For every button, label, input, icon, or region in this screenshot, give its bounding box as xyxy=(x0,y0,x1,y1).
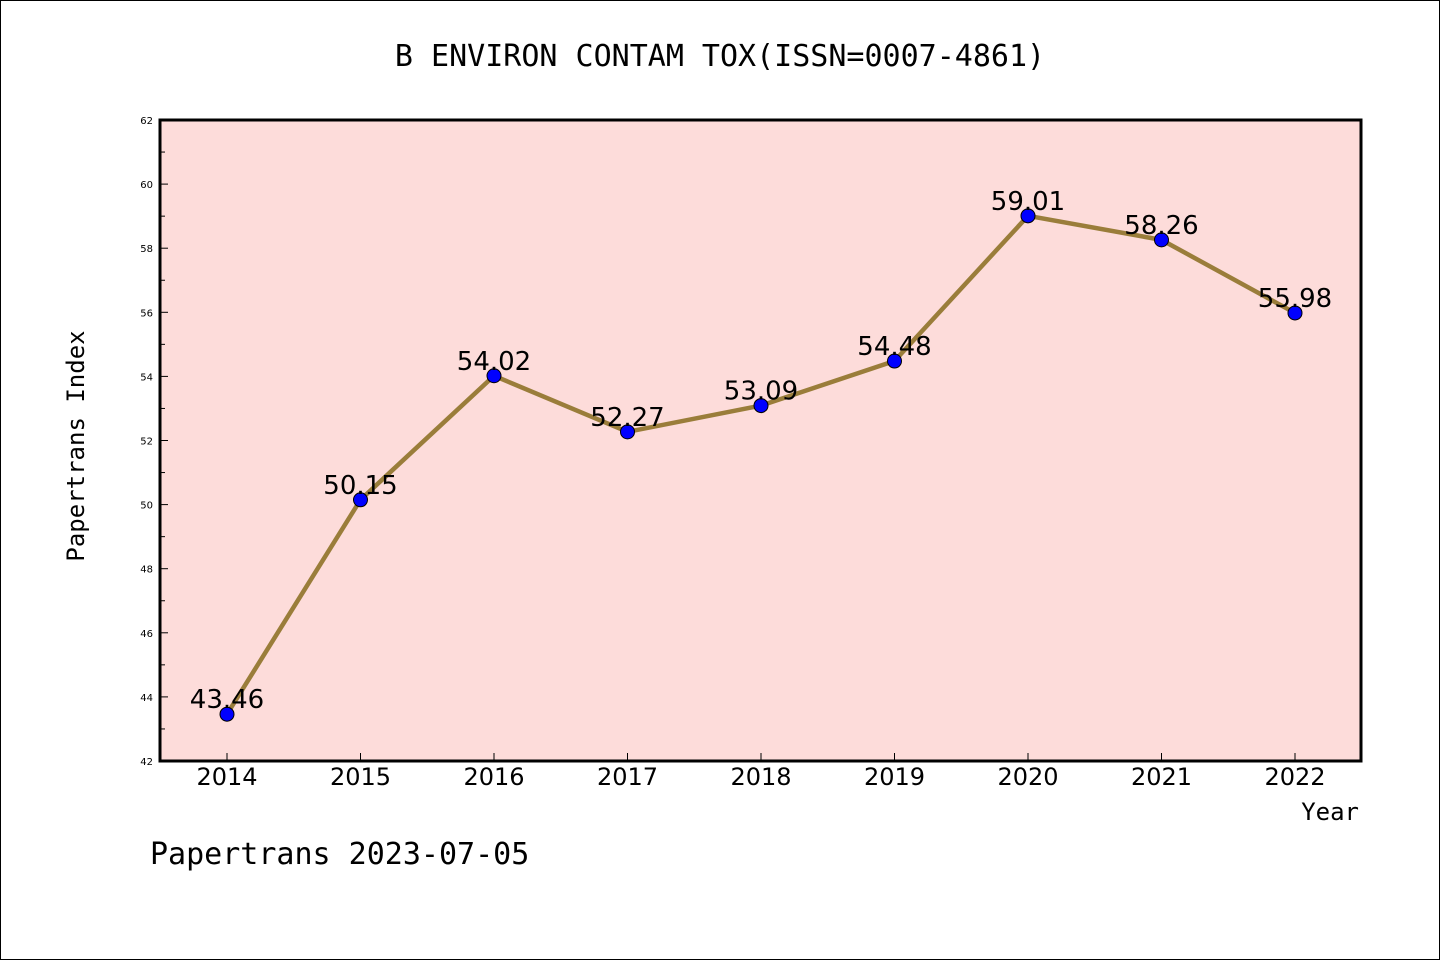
data-point xyxy=(486,368,502,384)
y-tick-label: 44 xyxy=(140,693,153,704)
data-label: 58.26 xyxy=(1124,211,1198,241)
data-label: 50.15 xyxy=(323,471,397,501)
plot-area xyxy=(160,120,1361,761)
plot-border xyxy=(158,118,1363,763)
data-labels: 43.46 50.15 54.02 52.27 53.09 54.48 59.01 58.26… xyxy=(190,187,1332,715)
y-axis-title: Papertrans Index xyxy=(62,330,90,561)
y-tick-label: 52 xyxy=(140,437,153,448)
x-axis: 2014 2015 2016 2017 2018 2019 2020 2021 2022 xyxy=(196,753,1326,791)
y-tick-label: 50 xyxy=(140,501,153,512)
data-markers xyxy=(219,208,1303,722)
x-axis-title: Year xyxy=(1301,798,1359,826)
y-tick-label: 42 xyxy=(140,757,153,768)
y-tick-label: 56 xyxy=(140,308,153,319)
y-tick-label: 48 xyxy=(140,565,153,576)
data-point xyxy=(887,353,902,369)
data-point xyxy=(620,424,635,440)
y-tick-label: 54 xyxy=(140,372,153,383)
y-tick-label: 46 xyxy=(140,629,153,640)
x-tick-label: 2014 xyxy=(196,763,257,791)
chart-title: B ENVIRON CONTAM TOX(ISSN=0007-4861) xyxy=(395,39,1045,74)
data-label: 53.09 xyxy=(724,377,798,407)
x-tick-label: 2021 xyxy=(1131,763,1192,791)
data-point xyxy=(1287,305,1303,321)
data-point xyxy=(1020,208,1036,224)
data-label: 54.02 xyxy=(457,347,531,377)
footer-date: Papertrans 2023-07-05 xyxy=(150,837,529,872)
data-label: 59.01 xyxy=(991,187,1065,217)
data-point xyxy=(1154,232,1169,248)
x-tick-label: 2018 xyxy=(730,763,791,791)
x-tick-label: 2019 xyxy=(864,763,925,791)
data-label: 55.98 xyxy=(1258,284,1332,314)
y-tick-label: 58 xyxy=(140,244,153,255)
x-tick-label: 2015 xyxy=(330,763,391,791)
x-tick-label: 2016 xyxy=(463,763,524,791)
x-tick-label: 2022 xyxy=(1264,763,1325,791)
y-tick-label: 60 xyxy=(140,180,153,191)
y-tick-label: 62 xyxy=(140,116,153,127)
data-point xyxy=(219,706,235,722)
data-label: 54.48 xyxy=(857,332,931,362)
x-tick-label: 2020 xyxy=(997,763,1058,791)
data-label: 52.27 xyxy=(590,403,664,433)
data-label: 43.46 xyxy=(190,685,264,715)
data-point xyxy=(353,492,368,508)
data-point xyxy=(753,398,769,414)
x-tick-label: 2017 xyxy=(597,763,658,791)
